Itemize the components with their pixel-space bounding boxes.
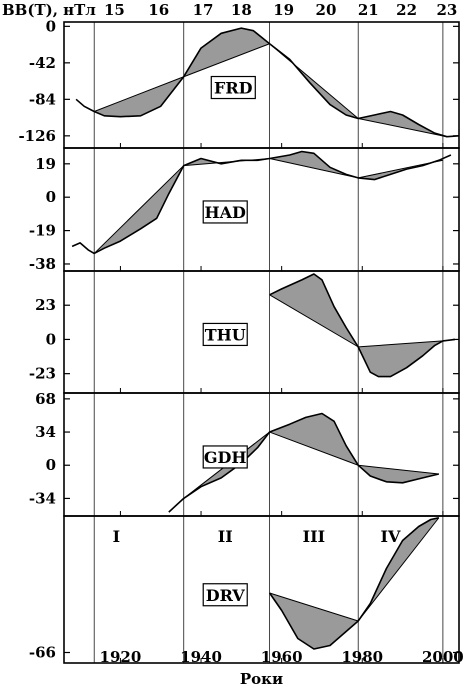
chart-footer: Роки 1920 1940 1960 1980 2000 <box>100 648 464 688</box>
chord-line <box>357 517 440 622</box>
panel-gdh: 68 34 0 -34 GDH <box>29 390 460 517</box>
x-tick-label: 1920 <box>100 648 142 666</box>
solar-cycle-label: 19 <box>273 1 294 19</box>
shaded-region <box>94 76 184 117</box>
station-label-box <box>202 445 248 469</box>
y-tick-label: 0 <box>46 17 56 35</box>
shaded-region <box>269 593 359 649</box>
chord-line <box>358 464 439 475</box>
y-tick-label: 0 <box>46 330 56 348</box>
solar-cycle-label: 20 <box>316 1 337 19</box>
solar-cycle-labels: 15 16 17 18 19 20 21 22 23 <box>104 1 457 19</box>
chord-line <box>93 165 185 254</box>
chart-panels: 0 -42 -84 -126 FRD 19 0 -19 -38 HAD 23 0 -23 THU 68 34 0… <box>18 17 460 664</box>
x-axis-title: Роки <box>240 670 283 688</box>
station-label-text: GDH <box>204 448 247 467</box>
shaded-region <box>358 111 447 137</box>
station-label-box <box>210 75 256 100</box>
station-label-box <box>202 583 248 607</box>
station-label: GDH <box>202 445 248 469</box>
y-tick-label: 68 <box>35 390 56 408</box>
solar-cycle-label: 17 <box>193 1 214 19</box>
panel-frame <box>63 270 460 394</box>
x-tick-label: 2000 <box>422 648 464 666</box>
chord-line <box>269 294 359 348</box>
chord-line <box>358 340 443 348</box>
shaded-region <box>183 28 270 77</box>
data-series-line <box>268 517 439 650</box>
interval-label: III <box>303 527 325 546</box>
chart-header: BB(T), нТл 15 16 17 18 19 20 21 22 23 <box>2 1 457 19</box>
data-series-line <box>75 27 459 138</box>
shaded-region <box>358 465 439 483</box>
station-label-box <box>202 322 248 347</box>
chord-line <box>269 158 359 179</box>
panel-frd: 0 -42 -84 -126 FRD <box>18 17 460 149</box>
station-label-text: THU <box>205 325 246 344</box>
interval-label: II <box>218 527 233 546</box>
panel-frame <box>63 392 460 517</box>
station-label: HAD <box>202 200 248 224</box>
shaded-region <box>358 158 443 180</box>
data-series-line <box>168 412 439 513</box>
interval-label: I <box>113 527 120 546</box>
data-series-line <box>71 150 452 255</box>
y-axis-title: BB(T), нТл <box>2 1 96 19</box>
panel-plot-area <box>269 273 456 378</box>
solar-cycle-label: 18 <box>231 1 252 19</box>
chord-line <box>94 76 184 112</box>
shaded-region <box>269 413 359 466</box>
station-label-box <box>202 200 248 224</box>
solar-cycle-label: 23 <box>436 1 457 19</box>
x-tick-label: 1960 <box>261 648 303 666</box>
shaded-region <box>358 340 443 377</box>
y-tick-label: -84 <box>29 90 56 108</box>
y-tick-label: 34 <box>35 423 56 441</box>
chord-line <box>269 431 359 466</box>
chord-line <box>269 592 359 622</box>
station-label: DRV <box>202 583 248 607</box>
station-label: THU <box>202 322 248 347</box>
y-tick-label: -34 <box>29 489 56 507</box>
panel-had: 19 0 -19 -38 HAD <box>29 147 460 273</box>
station-label-text: FRD <box>214 79 253 98</box>
chord-line <box>183 43 270 78</box>
panel-plot-area <box>75 27 459 138</box>
x-tick-labels: 1920 1940 1960 1980 2000 <box>100 648 464 666</box>
y-tick-label: 0 <box>46 456 56 474</box>
interval-label: IV <box>381 527 401 546</box>
station-label-text: DRV <box>206 586 246 605</box>
panel-plot-area <box>268 517 440 650</box>
panel-frame <box>63 515 460 664</box>
y-tick-label: -42 <box>29 54 56 72</box>
data-series-line <box>269 273 456 378</box>
chord-line <box>358 117 448 138</box>
y-tick-label: -23 <box>29 365 56 383</box>
y-tick-label: -19 <box>29 222 56 240</box>
panel-frame <box>63 147 460 272</box>
y-tick-label: -66 <box>29 644 56 662</box>
station-label: FRD <box>210 75 256 100</box>
x-tick-label: 1940 <box>180 648 222 666</box>
y-tick-label: -38 <box>29 255 56 273</box>
y-tick-label: 19 <box>35 155 56 173</box>
shaded-region <box>269 151 359 178</box>
solar-cycle-label: 15 <box>104 1 125 19</box>
station-label-text: HAD <box>205 203 247 222</box>
y-tick-label: 23 <box>35 296 56 314</box>
solar-cycle-label: 21 <box>358 1 379 19</box>
panel-plot-area <box>71 150 452 255</box>
y-tick-label: -126 <box>18 127 56 145</box>
shaded-region <box>269 274 359 347</box>
y-tick-label: 0 <box>46 188 56 206</box>
x-tick-label: 1980 <box>341 648 383 666</box>
solar-cycle-label: 22 <box>396 1 417 19</box>
panel-thu: 23 0 -23 THU <box>29 270 460 394</box>
solar-cycle-label: 16 <box>148 1 169 19</box>
